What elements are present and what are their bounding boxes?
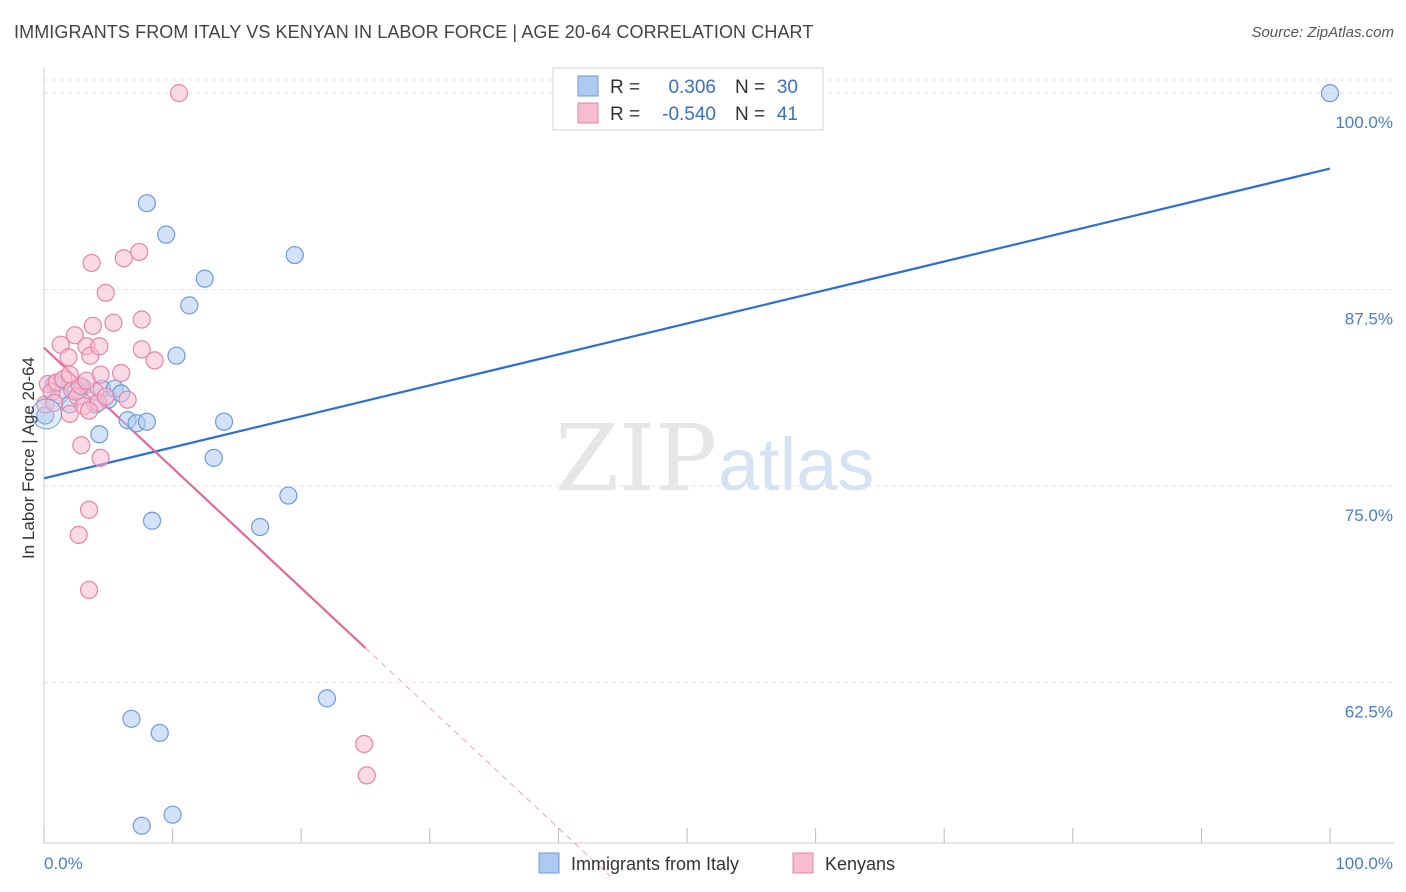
x-tick-label-max: 100.0% — [1335, 854, 1393, 873]
data-point-pink — [69, 525, 88, 544]
x-tick-label-min: 0.0% — [44, 854, 83, 873]
data-point-blue — [163, 805, 182, 824]
data-point-pink — [90, 337, 109, 356]
axes — [43, 68, 1394, 844]
trend-line-blue — [43, 167, 1331, 480]
trend-lines — [43, 167, 1331, 877]
data-point-pink — [60, 365, 79, 384]
data-point-blue — [1320, 84, 1340, 103]
y-tick-label: 87.5% — [1345, 310, 1393, 329]
data-point-pink — [59, 348, 78, 367]
legend-swatch-italy — [538, 852, 560, 874]
data-point-blue — [250, 517, 270, 537]
y-tick-label: 100.0% — [1335, 113, 1393, 132]
legend-swatch-pink — [577, 102, 599, 124]
data-point-blue — [137, 412, 156, 431]
data-point-cluster — [31, 398, 63, 430]
data-point-blue — [142, 511, 162, 530]
data-point-pink — [132, 310, 151, 329]
legend-swatch-kenyans — [792, 852, 814, 874]
legend-n-label-1: N = — [735, 77, 765, 98]
data-point-blue — [132, 816, 151, 835]
data-point-pink — [82, 253, 101, 273]
data-point-blue — [157, 225, 176, 244]
data-point-pink — [65, 326, 84, 345]
data-point-pink — [355, 734, 374, 754]
gridlines — [44, 79, 1394, 684]
legend-n-value-1: 30 — [777, 77, 798, 98]
data-point-blue — [137, 194, 156, 213]
data-point-pink — [357, 766, 376, 785]
legend-r-label-1: R = — [610, 77, 640, 98]
data-point-blue — [214, 412, 234, 431]
data-point-pink — [132, 340, 151, 359]
legend-label-kenyans: Kenyans — [825, 854, 895, 874]
data-point-pink — [79, 580, 99, 600]
data-point-pink — [91, 448, 110, 467]
data-point-pink — [77, 371, 96, 390]
legend-r-label-2: R = — [610, 104, 640, 125]
stats-legend: R = 0.306 N = 30 R = -0.540 N = 41 — [552, 67, 824, 131]
data-point-pink — [169, 84, 189, 103]
y-tick-label: 75.0% — [1345, 506, 1393, 525]
y-axis-label: In Labor Force | Age 20-64 — [19, 357, 38, 559]
data-point-pink — [83, 316, 102, 335]
chart-title: IMMIGRANTS FROM ITALY VS KENYAN IN LABOR… — [14, 22, 814, 42]
data-point-pink — [130, 242, 149, 262]
data-points — [31, 84, 1340, 835]
data-point-pink — [96, 387, 115, 406]
data-point-pink — [118, 390, 137, 409]
data-point-blue — [285, 245, 304, 265]
trend-line-extension-pink — [365, 647, 611, 877]
data-point-pink — [145, 351, 164, 370]
data-point-pink — [104, 313, 123, 332]
data-point-pink — [79, 500, 99, 519]
watermark-atlas: atlas — [718, 423, 874, 506]
data-point-blue — [180, 296, 199, 315]
legend-n-value-2: 41 — [777, 104, 798, 125]
legend-swatch-blue — [577, 75, 599, 97]
data-point-pink — [79, 401, 99, 420]
legend-label-italy: Immigrants from Italy — [571, 854, 739, 874]
data-point-blue — [317, 689, 337, 708]
legend-n-label-2: N = — [735, 104, 765, 125]
x-tick-labels: 0.0% 100.0% — [44, 854, 1393, 873]
y-tick-labels: 62.5% 75.0% 87.5% 100.0% — [1335, 113, 1393, 722]
legend-r-value-1: 0.306 — [668, 77, 716, 98]
watermark-zip: ZIP — [555, 405, 717, 512]
data-point-pink — [96, 283, 115, 302]
data-point-blue — [150, 723, 169, 743]
data-point-blue — [204, 448, 223, 467]
data-point-blue — [195, 269, 214, 288]
y-tick-label: 62.5% — [1345, 703, 1393, 722]
source-label: Source: ZipAtlas.com — [1251, 24, 1394, 41]
data-point-blue — [279, 486, 298, 505]
series-legend: Immigrants from Italy Kenyans — [538, 852, 895, 874]
data-point-blue — [90, 425, 109, 444]
data-point-pink — [114, 249, 133, 268]
data-point-pink — [112, 363, 131, 383]
data-point-blue — [122, 709, 141, 728]
legend-r-value-2: -0.540 — [662, 104, 716, 125]
data-point-pink — [45, 393, 64, 412]
data-point-pink — [72, 436, 91, 455]
data-point-blue — [167, 346, 186, 365]
